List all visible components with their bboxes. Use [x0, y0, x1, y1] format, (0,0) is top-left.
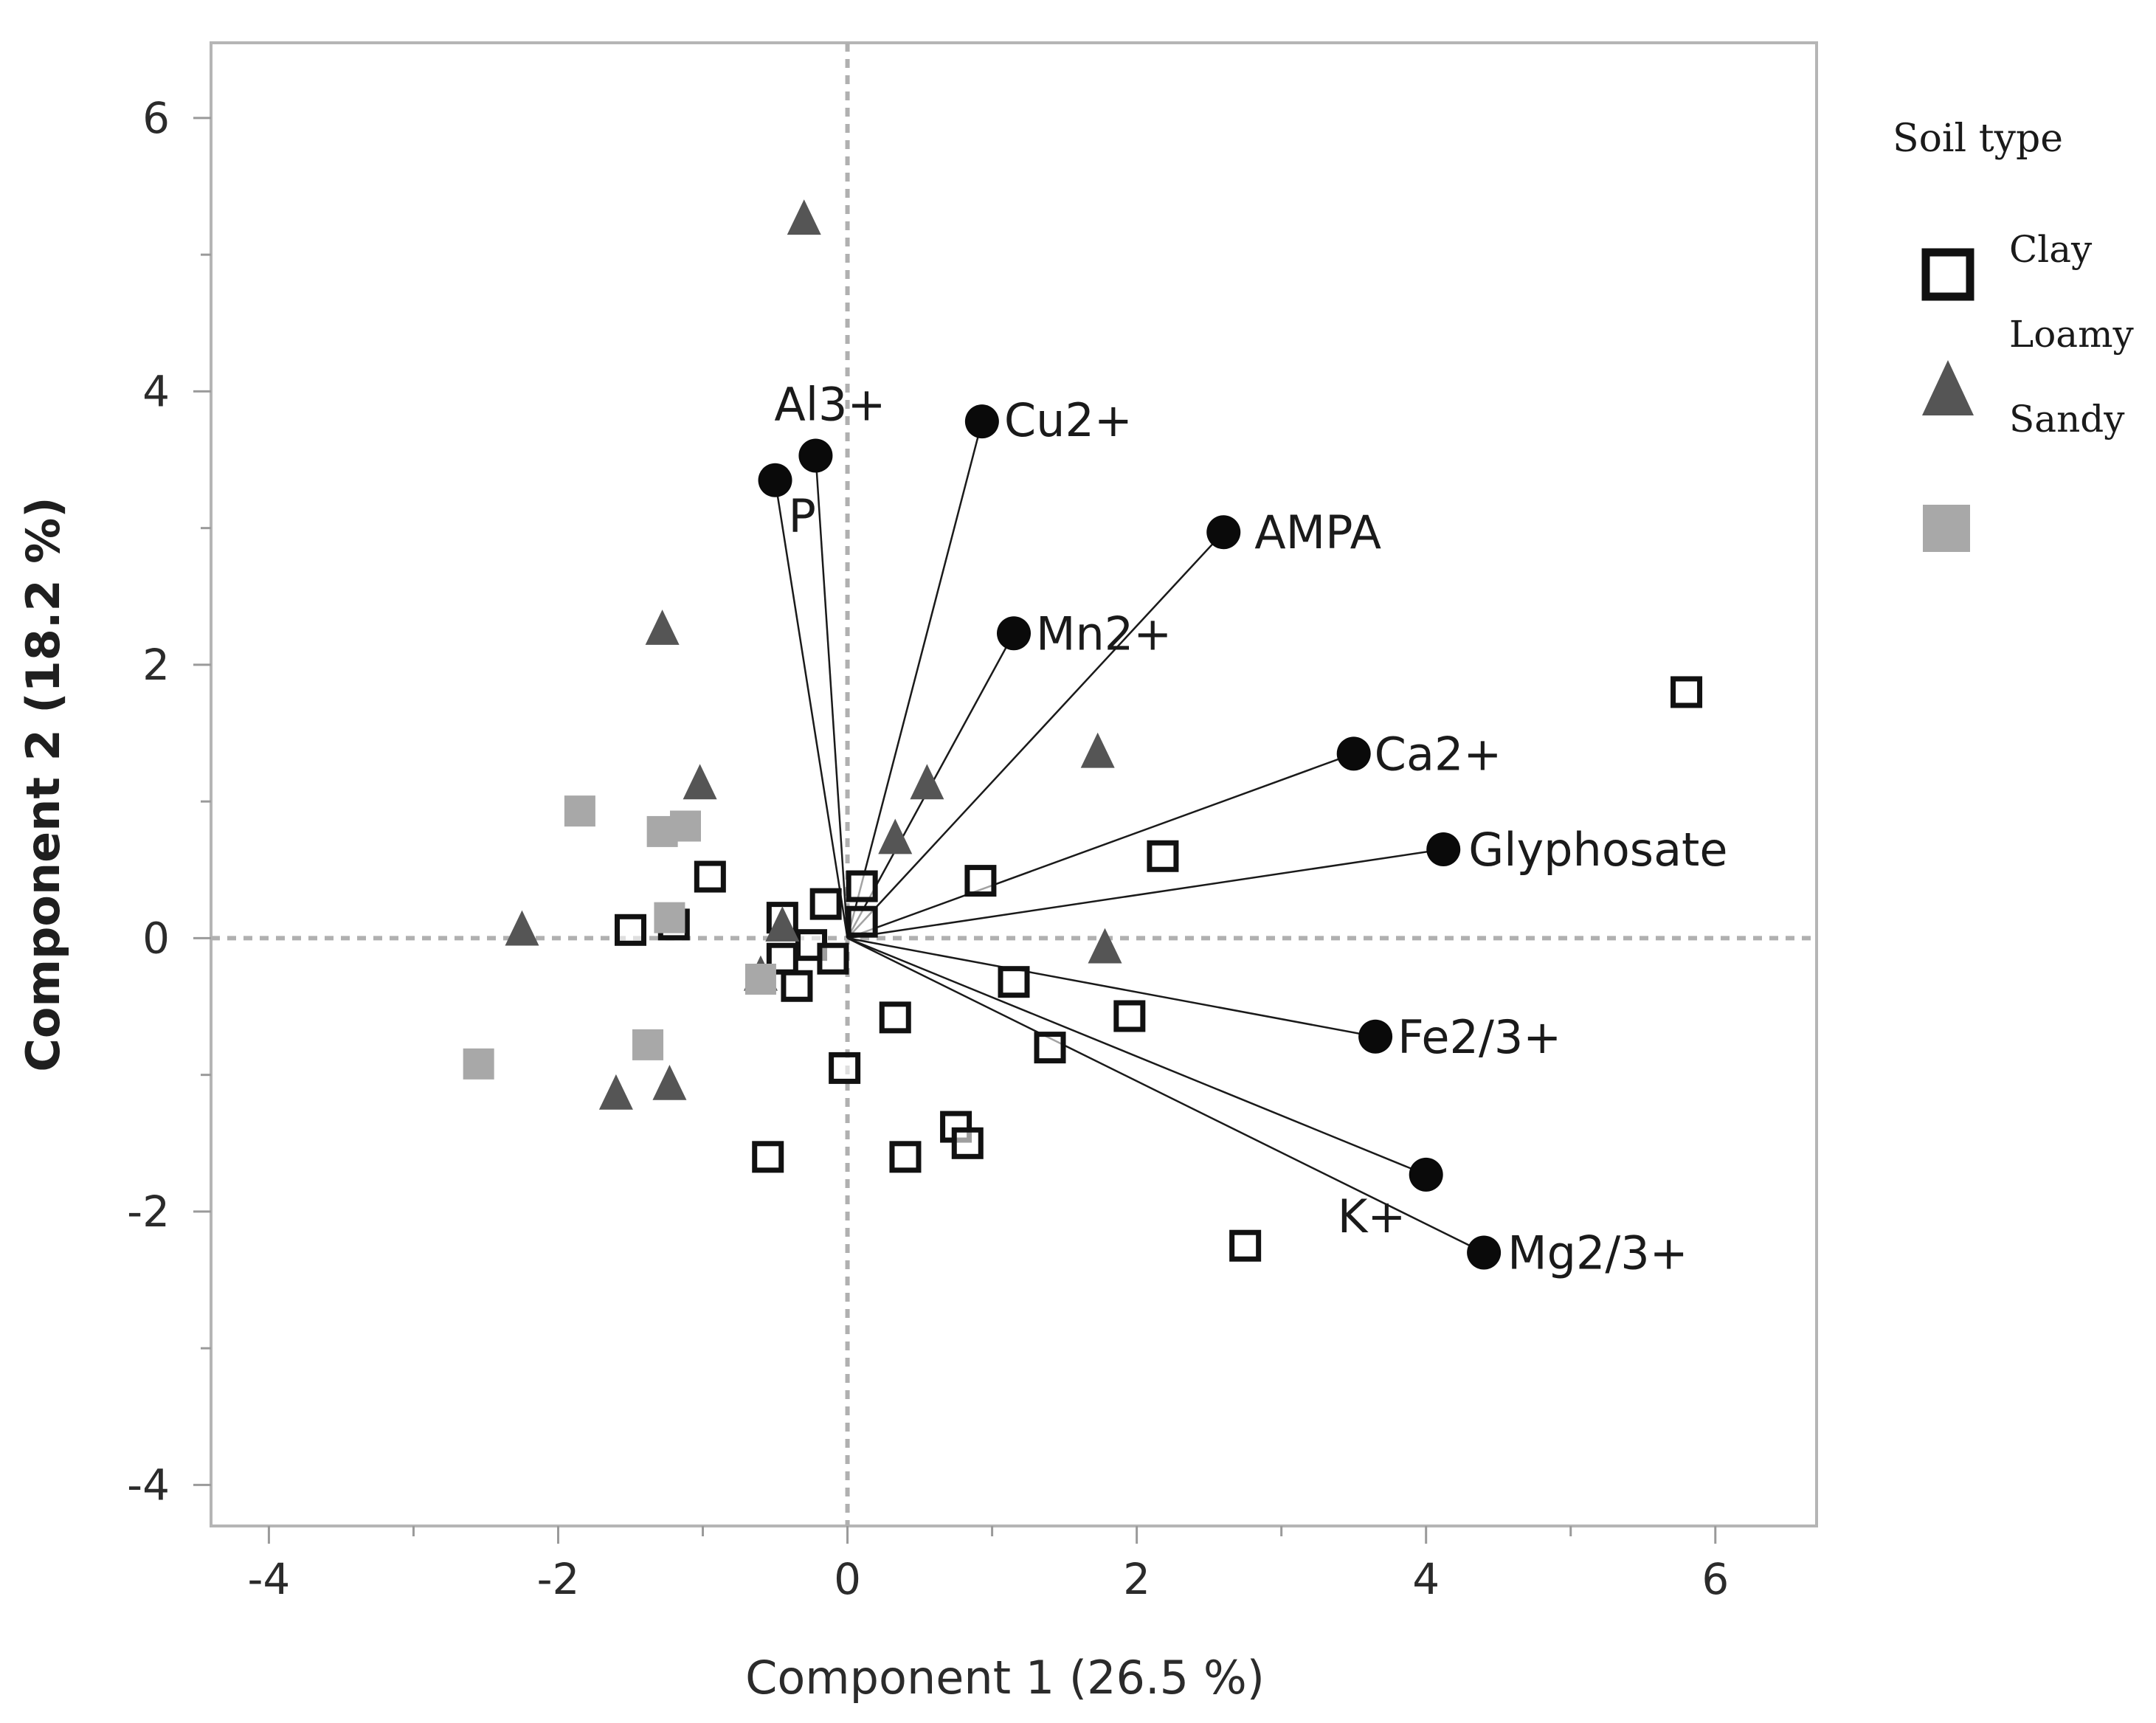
loading-vector [774, 480, 849, 939]
loading-label: Al3+ [774, 377, 885, 431]
loamy-point [765, 906, 800, 942]
x-tick-label: -2 [537, 1554, 580, 1604]
clay-point [809, 888, 842, 920]
reference-lines [211, 43, 1817, 1526]
loading-point [1358, 1019, 1393, 1054]
legend-title: Soil type [1893, 117, 2063, 161]
loading-label: Glyphosate [1468, 823, 1727, 877]
loading-label: K+ [1338, 1189, 1406, 1243]
clay-point [846, 905, 878, 938]
legend-sandy-marker [1923, 505, 1970, 552]
loamy-point [505, 910, 539, 946]
y-tick-label: -4 [127, 1460, 170, 1510]
sandy-point [669, 810, 701, 842]
sandy-point [564, 795, 595, 827]
loading-point [758, 463, 792, 497]
loading-label: P [789, 489, 816, 543]
x-tick-label: 4 [1412, 1554, 1440, 1604]
loamy-point [683, 764, 717, 800]
clay-point [615, 914, 647, 946]
x-tick-label: 2 [1123, 1554, 1150, 1604]
sandy-point [654, 902, 685, 933]
clay-point [951, 1127, 984, 1159]
loading-vector [847, 937, 1485, 1254]
x-axis-title: Component 1 (26.5 %) [745, 1651, 1265, 1705]
clay-point [781, 970, 813, 1002]
clay-point [694, 860, 726, 893]
loading-point [964, 404, 999, 439]
clay-point [879, 1001, 911, 1034]
y-tick-label: 6 [142, 93, 170, 143]
loading-labels: Al3+ P Cu2+ AMPA Mn2+ Ca2+ Glyphosate Fe2/3+ K+ M… [758, 377, 1728, 1280]
clay-point [817, 942, 849, 975]
loamy-point [1088, 928, 1122, 964]
score-points [463, 199, 1703, 1262]
loading-label: Fe2/3+ [1397, 1010, 1561, 1064]
y-tick-label: -2 [127, 1187, 170, 1237]
loading-point [1206, 515, 1241, 550]
legend-clay-marker [1921, 248, 1974, 301]
loading-vector [815, 455, 849, 939]
clay-point [752, 1141, 784, 1173]
loading-point [1409, 1157, 1443, 1192]
y-axis-title: Component 2 (18.2 %) [16, 497, 70, 1071]
y-tick-label: 0 [142, 913, 170, 963]
loading-point [798, 438, 833, 473]
clay-point [1229, 1229, 1262, 1262]
loading-label: AMPA [1254, 505, 1381, 559]
loading-vector [846, 531, 1225, 939]
axes: -4 -2 0 2 4 6 -4 -2 0 2 4 6 [127, 93, 1729, 1604]
loading-vector [847, 937, 1427, 1176]
legend: Soil type Clay Loamy Sandy [1893, 117, 2135, 552]
x-tick-label: -4 [247, 1554, 290, 1604]
legend-label-loamy: Loamy [2009, 313, 2135, 356]
clay-point [998, 966, 1030, 998]
clay-point [1113, 1000, 1146, 1032]
loamy-point [910, 764, 944, 800]
clay-point [829, 1052, 861, 1084]
legend-label-clay: Clay [2009, 228, 2093, 271]
sandy-point [744, 963, 776, 995]
loamy-point [645, 610, 680, 645]
clay-point [1670, 676, 1703, 708]
loamy-point [1080, 732, 1115, 768]
loading-label: Cu2+ [1004, 393, 1133, 447]
loamy-point [787, 199, 821, 235]
x-tick-label: 0 [834, 1554, 861, 1604]
clay-point [1147, 840, 1179, 872]
loading-point [997, 616, 1031, 651]
legend-loamy-marker [1922, 360, 1974, 415]
legend-label-sandy: Sandy [2009, 398, 2125, 441]
loading-point [1426, 832, 1461, 866]
y-tick-label: 4 [142, 366, 170, 416]
clay-point [1034, 1032, 1066, 1064]
loamy-point [598, 1074, 633, 1110]
loading-point [1467, 1235, 1502, 1270]
clay-point [846, 870, 878, 902]
plot-frame [210, 41, 1818, 1527]
y-tick-label: 2 [142, 640, 170, 690]
loading-label: Mn2+ [1036, 607, 1172, 660]
loamy-point [878, 818, 913, 854]
loading-vector [847, 937, 1376, 1038]
loading-label: Ca2+ [1375, 727, 1502, 781]
loading-vector [846, 421, 984, 939]
loading-point [1336, 736, 1371, 771]
loamy-point [652, 1064, 687, 1100]
clay-point [889, 1141, 922, 1173]
x-tick-label: 6 [1701, 1554, 1729, 1604]
loading-label: Mg2/3+ [1507, 1226, 1688, 1280]
sandy-point [632, 1029, 664, 1060]
sandy-point [463, 1048, 494, 1080]
clay-point [964, 865, 997, 897]
loading-vector [847, 848, 1444, 939]
loading-vector [847, 753, 1355, 939]
